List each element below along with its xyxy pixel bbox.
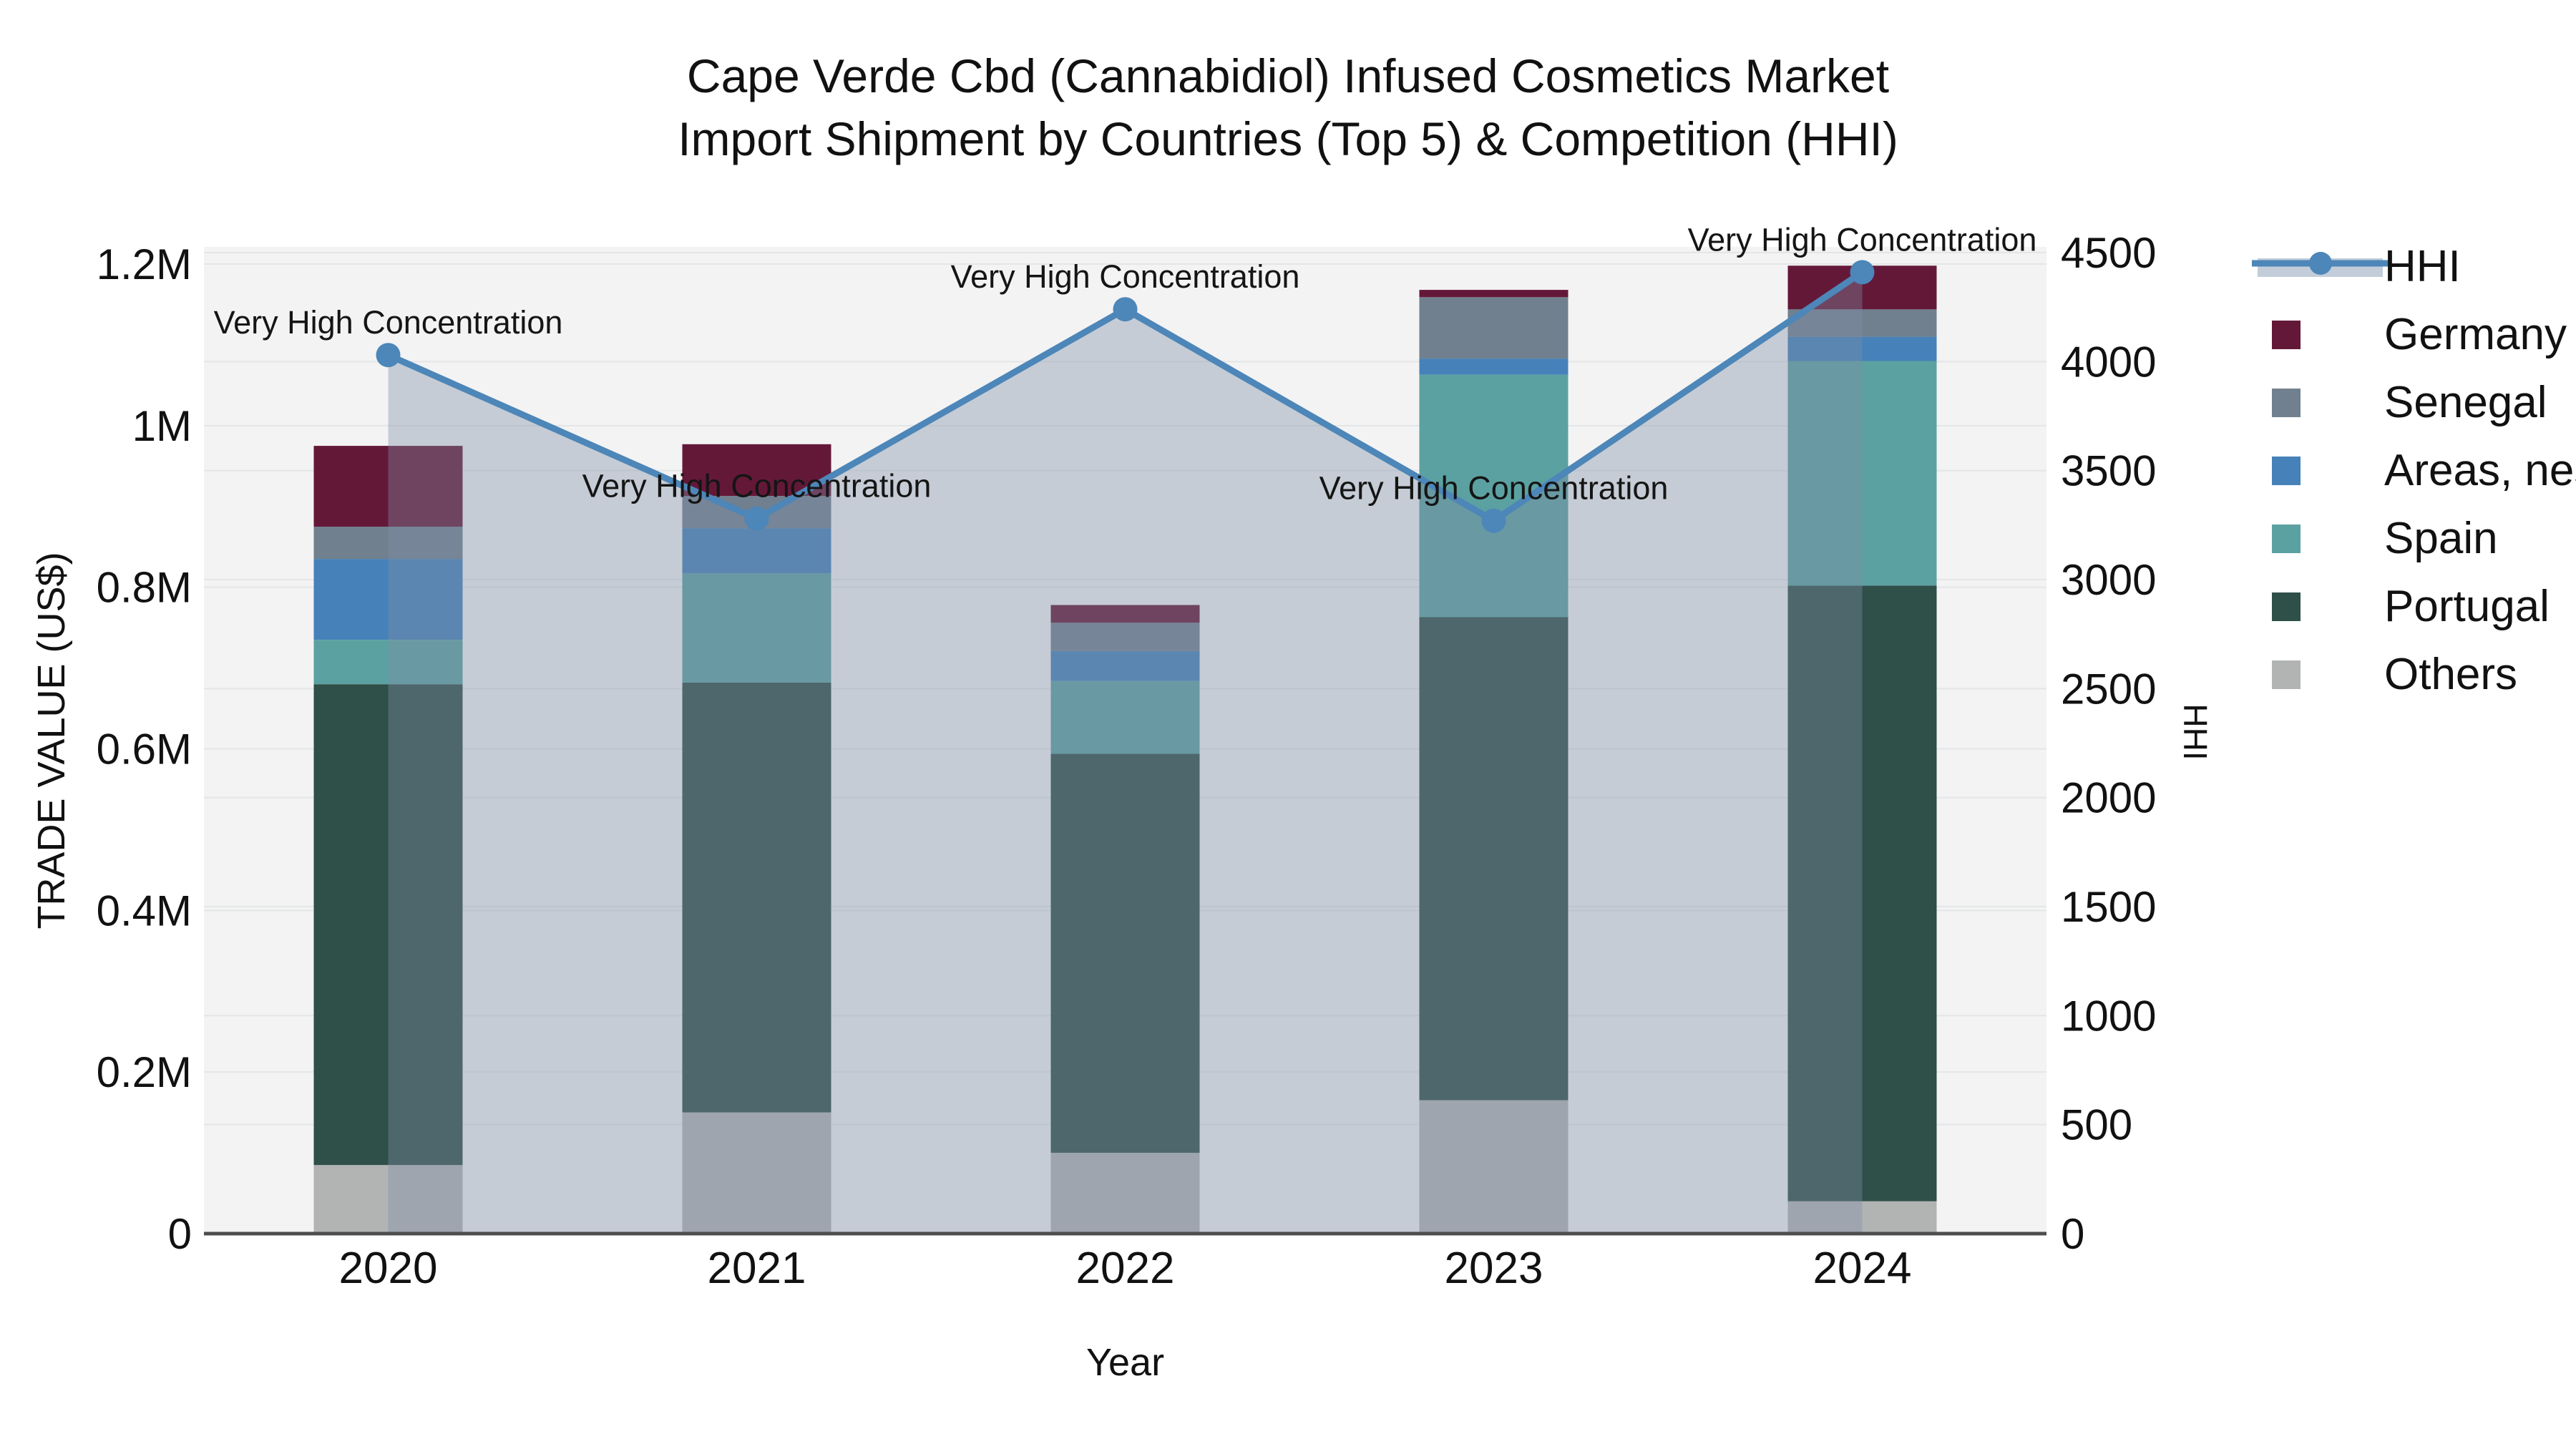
x-tick-2024: 2024 [1813,1244,1912,1293]
x-tick-2023: 2023 [1445,1244,1543,1293]
hhi-marker-2023[interactable] [1481,508,1506,533]
bar-2020-senegal[interactable] [313,527,463,560]
bar-2022-others[interactable] [1050,1153,1200,1234]
legend-label: Spain [2384,514,2498,563]
bar-2021-others[interactable] [682,1112,831,1234]
bar-2022-portugal[interactable] [1050,753,1200,1153]
legend-swatch [2272,660,2301,689]
legend-label: Others [2384,650,2517,699]
legend-item-portugal[interactable]: Portugal [2272,582,2550,631]
chart-title-line1: Cape Verde Cbd (Cannabidiol) Infused Cos… [686,49,1890,102]
legend-label: Senegal [2384,378,2547,427]
bar-2020-germany[interactable] [313,446,463,527]
y-right-tick-1000: 1000 [2061,992,2156,1040]
legend-item-areas-nes[interactable]: Areas, nes [2272,446,2576,495]
legend-hhi-marker [2309,252,2332,275]
hhi-marker-2022[interactable] [1113,297,1138,322]
legend-label: Areas, nes [2384,446,2576,495]
y-left-tick-0.2M: 0.2M [97,1048,192,1096]
hhi-area-fill [388,272,1863,1234]
y-left-tick-0.8M: 0.8M [97,564,192,612]
bar-2021-areas-nes[interactable] [682,528,831,574]
y-right-tick-500: 500 [2061,1101,2132,1149]
x-axis-title: Year [1086,1341,1164,1384]
bar-2020-areas-nes[interactable] [313,559,463,640]
legend-swatch [2272,389,2301,417]
y-right-tick-3000: 3000 [2061,556,2156,604]
y-right-tick-2000: 2000 [2061,774,2156,822]
bar-2022-areas-nes[interactable] [1050,650,1200,681]
bar-2024-areas-nes[interactable] [1787,336,1937,361]
bar-2023-others[interactable] [1419,1100,1568,1234]
y-right-tick-4500: 4500 [2061,229,2156,277]
legend-swatch [2272,457,2301,485]
bar-2022-germany[interactable] [1050,605,1200,623]
bar-2021-portugal[interactable] [682,682,831,1113]
legend-item-hhi[interactable]: HHI [2252,242,2461,291]
legend-label: Germany [2384,310,2567,359]
bar-2020-portugal[interactable] [313,684,463,1166]
hhi-annotation-2024: Very High Concentration [1688,221,2037,258]
y-left-tick-0.6M: 0.6M [97,726,192,774]
bar-2020-spain[interactable] [313,640,463,685]
legend-item-germany[interactable]: Germany [2272,310,2567,359]
chart-title-line2: Import Shipment by Countries (Top 5) & C… [678,112,1898,165]
hhi-marker-2020[interactable] [376,343,401,368]
y-left-tick-1M: 1M [132,402,192,450]
y-right-tick-0: 0 [2061,1210,2084,1258]
bar-2024-senegal[interactable] [1787,309,1937,337]
hhi-annotation-2023: Very High Concentration [1319,470,1669,507]
bar-2023-portugal[interactable] [1419,617,1568,1101]
bar-2024-others[interactable] [1787,1201,1937,1234]
bar-2020-others[interactable] [313,1165,463,1234]
legend-label: Portugal [2384,582,2550,631]
bar-2022-senegal[interactable] [1050,623,1200,651]
x-tick-2022: 2022 [1076,1244,1175,1293]
legend-swatch [2272,592,2301,621]
bar-2024-portugal[interactable] [1787,585,1937,1201]
y-left-tick-0.4M: 0.4M [97,887,192,935]
bar-2023-senegal[interactable] [1419,297,1568,359]
legend-label: HHI [2384,242,2461,291]
bar-2021-spain[interactable] [682,573,831,683]
y-left-tick-1.2M: 1.2M [97,240,192,288]
y-left-axis-title: TRADE VALUE (US$) [30,552,73,929]
y-right-tick-4000: 4000 [2061,338,2156,386]
hhi-annotation-2021: Very High Concentration [582,468,932,504]
bar-2024-spain[interactable] [1787,361,1937,586]
hhi-marker-2024[interactable] [1850,260,1875,285]
bar-2023-areas-nes[interactable] [1419,358,1568,375]
y-right-axis-title: HHI [2177,703,2214,760]
chart-title: Cape Verde Cbd (Cannabidiol) Infused Cos… [0,44,2576,170]
hhi-marker-2021[interactable] [744,506,769,531]
y-left-tick-0: 0 [168,1210,192,1258]
y-right-tick-2500: 2500 [2061,665,2156,713]
x-tick-2021: 2021 [708,1244,806,1293]
bar-2023-germany[interactable] [1419,290,1568,298]
legend-item-others[interactable]: Others [2272,650,2517,699]
legend-swatch [2272,321,2301,349]
legend-item-senegal[interactable]: Senegal [2272,378,2547,427]
y-right-tick-1500: 1500 [2061,883,2156,931]
hhi-annotation-2022: Very High Concentration [951,258,1300,295]
legend-item-spain[interactable]: Spain [2272,514,2498,563]
x-tick-2020: 2020 [339,1244,438,1293]
legend-swatch [2272,525,2301,553]
hhi-annotation-2020: Very High Concentration [214,304,563,341]
bar-2022-spain[interactable] [1050,680,1200,754]
y-right-tick-3500: 3500 [2061,447,2156,495]
